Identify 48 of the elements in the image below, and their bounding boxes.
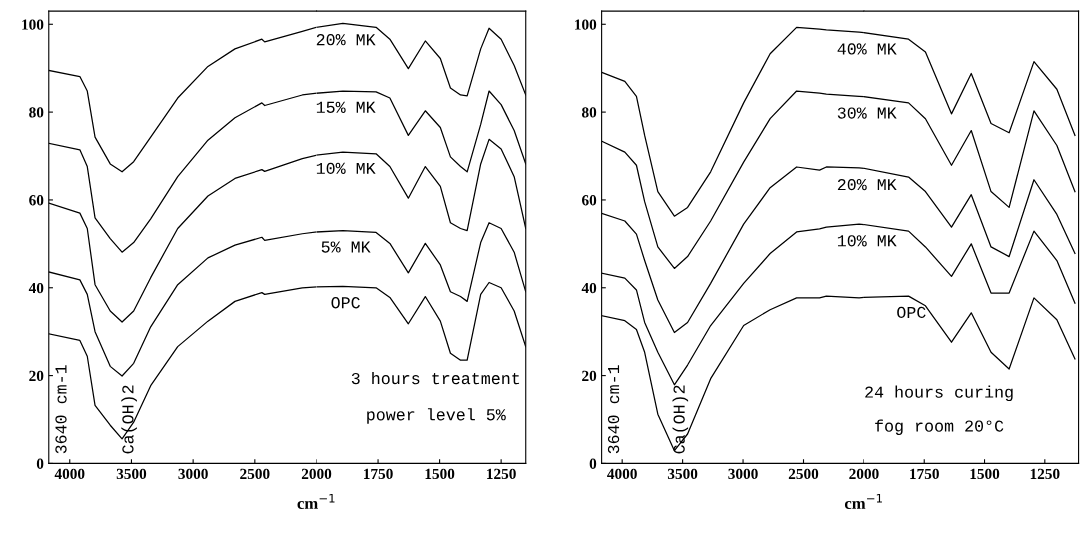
annotation: 24 hours curing: [865, 385, 1013, 402]
x-tick-label: 1250: [487, 468, 516, 480]
y-tick-label: 0: [36, 458, 44, 469]
series-label: 20% MK: [316, 34, 376, 46]
x-tick-label: 2000: [849, 468, 879, 480]
annotation: Ca(OH)2: [672, 385, 689, 454]
y-tick-label: 0: [589, 458, 597, 469]
y-tick-label: 40: [581, 282, 597, 294]
y-tick-label: 20: [29, 370, 44, 382]
x-tick-label: 3500: [116, 468, 147, 480]
x-tick-label: 3000: [178, 468, 208, 480]
annotation: Ca(OH)2: [121, 385, 137, 454]
x-tick-label: 4000: [607, 468, 637, 480]
y-tick-label: 80: [29, 107, 44, 118]
series-label: 20% MK: [837, 178, 897, 191]
y-tick-label: 80: [581, 107, 597, 118]
annotation: fog room 20°C: [875, 419, 1004, 435]
y-tick-label: 60: [29, 195, 44, 206]
x-tick-label: 1500: [970, 468, 1000, 480]
x-tick-label: 1750: [910, 468, 939, 480]
x-tick-label: 3500: [667, 468, 698, 480]
annotation: 3 hours treatment: [351, 371, 520, 385]
x-tick-label: 2500: [240, 468, 270, 480]
y-tick-label: 100: [575, 19, 597, 30]
x-tick-label: 1750: [364, 468, 393, 480]
y-tick-label: 100: [22, 19, 44, 30]
x-axis-title: cm$^{−1}$: [844, 493, 882, 510]
y-tick-label: 20: [582, 370, 597, 382]
x-tick-label: 4000: [54, 468, 85, 480]
x-axis-title: cm$^{−1}$: [297, 493, 335, 510]
x-tick-label: 1250: [1030, 468, 1060, 480]
series-label: 15% MK: [316, 101, 376, 113]
annotation: 3640 cm-1: [55, 365, 67, 454]
y-tick-label: 40: [28, 282, 44, 294]
series-label: 10% MK: [316, 162, 376, 175]
x-tick-label: 2500: [788, 468, 819, 480]
y-tick-label: 60: [582, 195, 597, 206]
series-label: 40% MK: [837, 43, 897, 55]
x-tick-label: 2000: [301, 468, 332, 480]
series-label: 30% MK: [837, 107, 897, 119]
series-label: 10% MK: [837, 235, 897, 247]
annotation: 3640 cm-1: [607, 365, 620, 454]
series-label: OPC: [897, 306, 926, 319]
series-label: OPC: [331, 297, 360, 309]
x-tick-label: 3000: [728, 468, 758, 480]
series-label: 5% MK: [321, 241, 371, 253]
x-tick-label: 1500: [425, 468, 455, 480]
annotation: power level 5%: [367, 408, 506, 424]
